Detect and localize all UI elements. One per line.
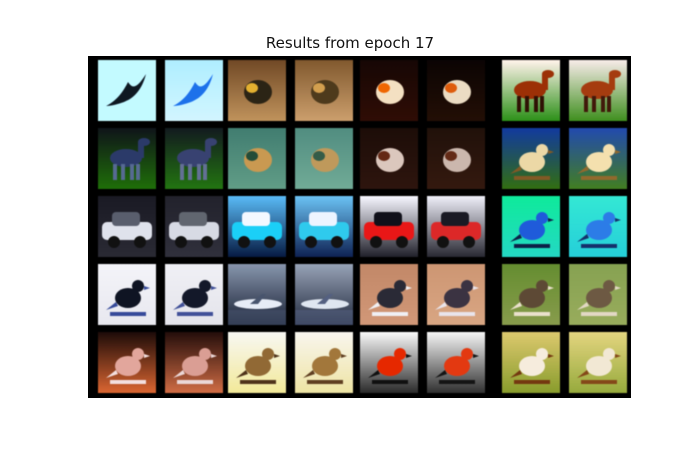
- sample-image-truck-reconstruction: [295, 196, 353, 257]
- sample-image-bird-in-grass-reconstruction: [569, 264, 627, 325]
- sample-image-truck: [228, 196, 286, 257]
- sample-image-pink-bird: [98, 332, 156, 393]
- sample-image-rooster-reconstruction: [427, 332, 485, 393]
- sample-image-dark-scene: [360, 60, 418, 121]
- sample-image-bird-silhouette-reconstruction: [165, 60, 223, 121]
- image-grid: [88, 56, 631, 398]
- sample-image-horse-reconstruction: [569, 60, 627, 121]
- sample-image-frog: [228, 128, 286, 189]
- sample-image-car-reconstruction: [165, 196, 223, 257]
- sample-image-sparrow-reconstruction: [295, 332, 353, 393]
- sample-image-car: [98, 196, 156, 257]
- sample-image-blue-bird-reconstruction: [569, 196, 627, 257]
- sample-image-bird-on-ground: [228, 60, 286, 121]
- sample-image-bird-perched-reconstruction: [569, 128, 627, 189]
- sample-image-vehicle: [360, 196, 418, 257]
- sample-image-bird-on-sand: [360, 264, 418, 325]
- sample-image-frog-reconstruction: [295, 128, 353, 189]
- sample-image-dark-scene-reconstruction: [427, 60, 485, 121]
- sample-image-ostrich-reconstruction: [165, 128, 223, 189]
- sample-image-pink-bird-reconstruction: [165, 332, 223, 393]
- sample-image-magpie-reconstruction: [165, 264, 223, 325]
- sample-image-bird-perched: [502, 128, 560, 189]
- sample-image-horse-rider: [360, 128, 418, 189]
- sample-image-airplane: [228, 264, 286, 325]
- sample-image-ostrich: [98, 128, 156, 189]
- sample-image-bird-in-grass: [502, 264, 560, 325]
- figure-title: Results from epoch 17: [265, 34, 435, 52]
- sample-image-bird-on-sand-reconstruction: [427, 264, 485, 325]
- sample-image-airplane-reconstruction: [295, 264, 353, 325]
- sample-image-bird-on-ground-reconstruction: [295, 60, 353, 121]
- sample-image-bird-silhouette: [98, 60, 156, 121]
- sample-image-vehicle-reconstruction: [427, 196, 485, 257]
- sample-image-blue-bird: [502, 196, 560, 257]
- sample-image-horse-rider-reconstruction: [427, 128, 485, 189]
- sample-image-horse: [502, 60, 560, 121]
- sample-image-sparrow: [228, 332, 286, 393]
- sample-image-rooster: [360, 332, 418, 393]
- sample-image-shrike-reconstruction: [569, 332, 627, 393]
- sample-image-shrike: [502, 332, 560, 393]
- sample-image-magpie: [98, 264, 156, 325]
